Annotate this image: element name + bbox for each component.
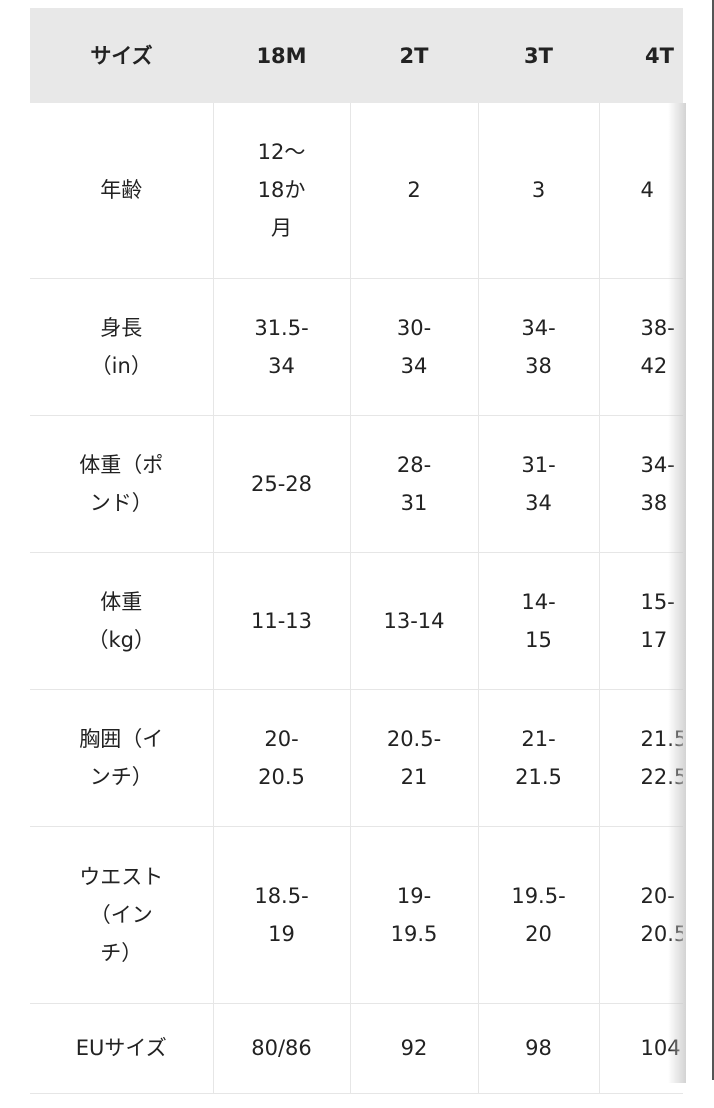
table-cell: 4 — [599, 103, 683, 279]
table-cell: 2 — [350, 103, 479, 279]
table-row: 身長 （in） 31.5- 34 30- 34 34- 38 38- 42 — [30, 278, 683, 416]
row-label: 体重 （kg） — [30, 552, 214, 690]
table-cell: 13-14 — [350, 552, 479, 690]
table-cell: 25-28 — [213, 415, 351, 553]
row-label: 体重（ポ ンド） — [30, 415, 214, 553]
table-cell: 18.5- 19 — [213, 826, 351, 1004]
row-label: 胸囲（イ ンチ） — [30, 689, 214, 827]
table-cell: 19.5- 20 — [478, 826, 600, 1004]
row-label: 身長 （in） — [30, 278, 214, 416]
row-label: ウエスト （イン チ） — [30, 826, 214, 1004]
table-cell: 80/86 — [213, 1003, 351, 1094]
table-cell: 38- 42 — [599, 278, 683, 416]
row-label: EUサイズ — [30, 1003, 214, 1094]
header-4t: 4T — [599, 8, 683, 103]
table-cell: 20- 20.5 — [213, 689, 351, 827]
table-cell: 31.5- 34 — [213, 278, 351, 416]
table-row: ウエスト （イン チ） 18.5- 19 19- 19.5 19.5- 20 20- 2… — [30, 826, 683, 1004]
table-cell: 19- 19.5 — [350, 826, 479, 1004]
size-chart-container[interactable]: サイズ 18M 2T 3T 4T 年齢 12〜 18か 月 2 3 4 身長 （in） 31… — [30, 8, 683, 1108]
table-cell: 11-13 — [213, 552, 351, 690]
table-cell: 14- 15 — [478, 552, 600, 690]
header-3t: 3T — [478, 8, 599, 103]
header-row: サイズ 18M 2T 3T 4T — [30, 8, 683, 103]
table-cell: 98 — [478, 1003, 600, 1094]
row-label: 年齢 — [30, 103, 214, 279]
table-row: 体重（ポ ンド） 25-28 28- 31 31- 34 34- 38 — [30, 415, 683, 553]
table-cell: 3 — [478, 103, 600, 279]
table-cell: 15- 17 — [599, 552, 683, 690]
table-cell: 34- 38 — [599, 415, 683, 553]
header-size: サイズ — [30, 8, 213, 103]
table-cell: 21.5- 22.5 — [599, 689, 683, 827]
table-cell: 20- 20.5 — [599, 826, 683, 1004]
table-row: EUサイズ 80/86 92 98 104 — [30, 1003, 683, 1094]
table-cell: 31- 34 — [478, 415, 600, 553]
table-row: 体重 （kg） 11-13 13-14 14- 15 15- 17 — [30, 552, 683, 690]
header-2t: 2T — [350, 8, 478, 103]
table-cell: 12〜 18か 月 — [213, 103, 351, 279]
table-cell: 30- 34 — [350, 278, 479, 416]
header-18m: 18M — [213, 8, 350, 103]
right-edge-border — [712, 0, 714, 1080]
size-chart-table: サイズ 18M 2T 3T 4T 年齢 12〜 18か 月 2 3 4 身長 （in） 31… — [30, 8, 683, 1094]
table-cell: 28- 31 — [350, 415, 479, 553]
table-cell: 20.5- 21 — [350, 689, 479, 827]
table-cell: 21- 21.5 — [478, 689, 600, 827]
table-cell: 34- 38 — [478, 278, 600, 416]
